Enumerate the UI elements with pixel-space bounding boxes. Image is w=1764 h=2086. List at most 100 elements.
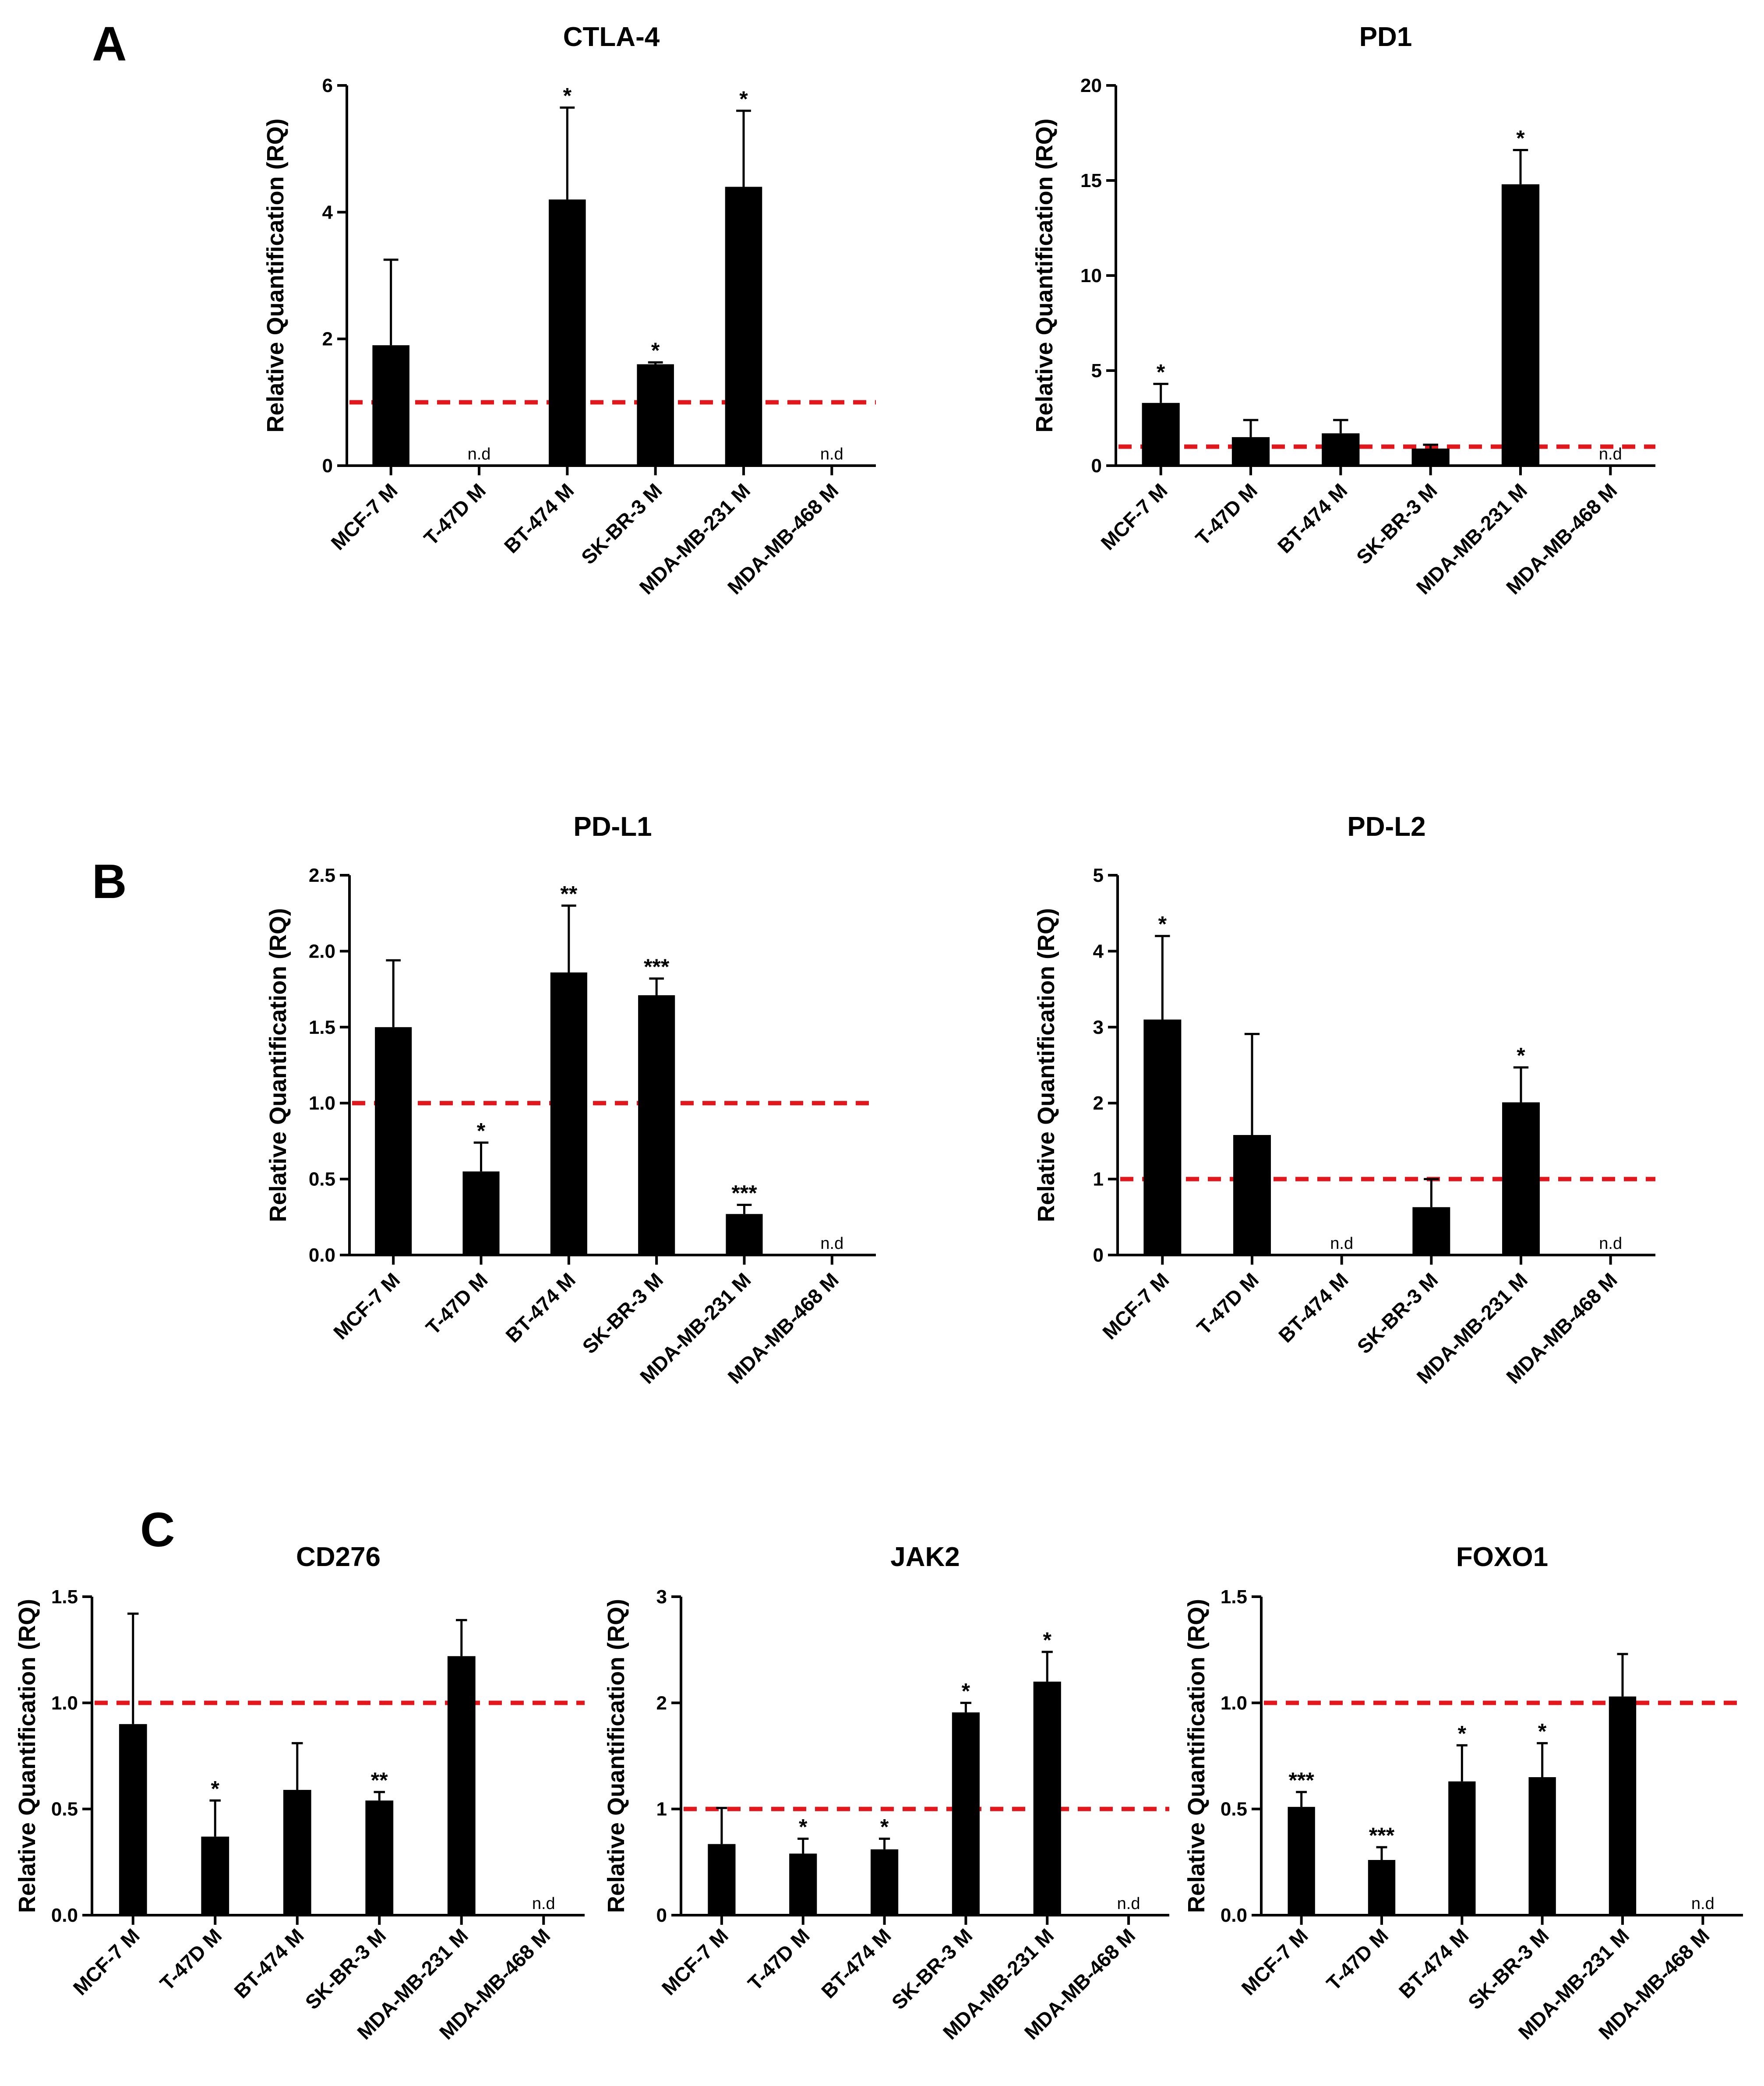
significance-label: * (651, 338, 660, 363)
x-category-label: SK-BR-3 M (300, 1924, 390, 2014)
x-category-label: T-47D M (155, 1924, 226, 1994)
significance-label: * (1516, 126, 1525, 151)
chart-foxo1: FOXO1 Relative Quantification (RQ) 0.0 0.5 1… (1183, 1542, 1743, 2044)
x-category-label: T-47D M (420, 479, 490, 549)
y-tick-label: 2.5 (309, 865, 335, 886)
significance-label: * (799, 1815, 808, 1839)
y-tick-label: 1 (1093, 1169, 1104, 1190)
bar (1501, 184, 1540, 466)
bar (789, 1853, 817, 1915)
x-category-label: T-47D M (421, 1268, 492, 1339)
y-axis-label: Relative Quantification (RQ) (1183, 1599, 1210, 1913)
y-tick-label: 2 (1093, 1092, 1104, 1114)
not-detected-label: n.d (1599, 1234, 1622, 1253)
chart-title: FOXO1 (1456, 1542, 1548, 1572)
x-category-label: MCF-7 M (1096, 479, 1171, 554)
y-axis-label: Relative Quantification (RQ) (1033, 908, 1059, 1222)
y-tick-label: 3 (1093, 1017, 1104, 1038)
chart-title: PD1 (1359, 22, 1412, 52)
not-detected-label: n.d (1691, 1895, 1715, 1913)
y-tick-label: 4 (322, 202, 333, 223)
significance-label: * (477, 1118, 486, 1143)
bar (1233, 1135, 1271, 1255)
significance-label: * (880, 1815, 889, 1839)
significance-label: * (1158, 912, 1167, 937)
y-axis-label: Relative Quantification (RQ) (14, 1599, 40, 1913)
significance-label: ** (371, 1768, 388, 1793)
x-category-label: MCF-7 M (69, 1924, 144, 1999)
chart-title: PD-L1 (573, 812, 652, 842)
significance-label: *** (644, 955, 670, 979)
bar (725, 187, 762, 466)
x-category-label: T-47D M (1191, 479, 1262, 549)
y-tick-label: 0.0 (51, 1905, 78, 1926)
y-tick-label: 0 (656, 1905, 667, 1926)
y-axis-label: Relative Quantification (RQ) (603, 1599, 629, 1913)
significance-label: * (563, 84, 572, 108)
bar (1502, 1102, 1540, 1255)
x-category-label: BT-474 M (1274, 1268, 1353, 1347)
chart-jak2: JAK2 Relative Quantification (RQ) 0 1 2 3 MCF-… (603, 1542, 1169, 2044)
y-tick-label: 1.0 (51, 1692, 78, 1714)
x-category-label: SK-BR-3 M (1464, 1924, 1553, 2014)
panel-letter-b: B (92, 855, 127, 909)
chart-title: JAK2 (890, 1542, 960, 1572)
y-tick-label: 5 (1093, 865, 1104, 886)
bar (1322, 433, 1360, 466)
y-tick-label: 0 (1093, 1245, 1104, 1266)
x-category-label: SK-BR-3 M (577, 479, 667, 569)
x-category-label: BT-474 M (500, 479, 579, 558)
x-category-label: MCF-7 M (1098, 1268, 1173, 1344)
chart-ctla-4: CTLA-4 Relative Quantification (RQ) 0 2 4 6 MC… (262, 22, 876, 599)
y-tick-label: 1 (656, 1799, 667, 1820)
y-tick-label: 2 (656, 1692, 667, 1714)
x-category-label: MCF-7 M (329, 1268, 404, 1344)
bar (365, 1800, 394, 1915)
bar (637, 364, 674, 466)
significance-label: * (962, 1679, 970, 1703)
y-tick-label: 0.5 (51, 1799, 78, 1820)
not-detected-label: n.d (1330, 1234, 1353, 1253)
y-tick-label: 5 (1091, 360, 1102, 382)
bar (550, 972, 587, 1255)
x-category-label: MCF-7 M (657, 1924, 733, 1999)
y-tick-label: 4 (1093, 940, 1104, 962)
x-category-label: MCF-7 M (1237, 1924, 1312, 1999)
bar (638, 995, 675, 1255)
y-tick-label: 1.5 (1221, 1586, 1247, 1608)
bar (119, 1724, 147, 1915)
x-category-label: MCF-7 M (326, 479, 402, 554)
y-tick-label: 0 (1091, 455, 1102, 477)
x-category-label: SK-BR-3 M (887, 1924, 977, 2014)
chart-pd-l2: PD-L2 Relative Quantification (RQ) 0 1 2 3 4 5 M… (1033, 812, 1655, 1388)
bar (1143, 1019, 1182, 1255)
bar (1368, 1860, 1396, 1915)
chart-title: CD276 (296, 1542, 381, 1572)
significance-label: * (211, 1776, 220, 1801)
bar (1142, 403, 1180, 466)
x-category-label: T-47D M (1322, 1924, 1393, 1994)
x-category-label: BT-474 M (1273, 479, 1352, 558)
bar (375, 1027, 412, 1255)
x-category-label: BT-474 M (817, 1924, 896, 2003)
panel-letter-a: A (92, 17, 127, 71)
bar (283, 1790, 311, 1915)
bar (1412, 1207, 1450, 1255)
significance-label: ** (560, 881, 577, 906)
bar (952, 1712, 980, 1915)
x-category-label: SK-BR-3 M (1353, 1268, 1443, 1358)
panel-letter-c: C (140, 1503, 175, 1557)
not-detected-label: n.d (532, 1895, 555, 1913)
y-tick-label: 1.0 (309, 1092, 335, 1114)
not-detected-label: n.d (820, 1234, 843, 1253)
chart-pd1: PD1 Relative Quantification (RQ) 0 5 10 15 20 M… (1031, 22, 1655, 599)
significance-label: * (1517, 1043, 1525, 1068)
x-category-label: BT-474 M (1394, 1924, 1473, 2003)
bar (1288, 1807, 1315, 1915)
significance-label: * (1538, 1719, 1547, 1743)
not-detected-label: n.d (468, 445, 491, 463)
y-tick-label: 0.5 (309, 1169, 335, 1190)
y-tick-label: 0.0 (309, 1245, 335, 1266)
bar (1231, 437, 1270, 466)
y-tick-label: 3 (656, 1586, 667, 1608)
